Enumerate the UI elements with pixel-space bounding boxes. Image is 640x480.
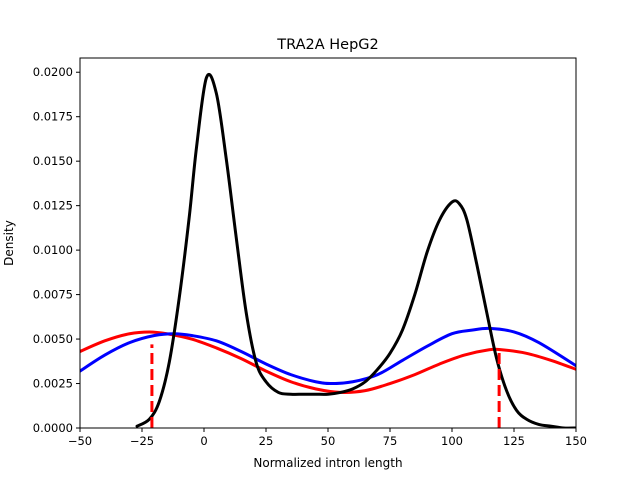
- y-tick-label: 0.0100: [33, 243, 73, 257]
- y-axis-ticks: 0.0000 0.0025 0.0050 0.0075 0.0100 0.0125 0.01…: [33, 65, 80, 435]
- x-tick-label: 50: [321, 434, 336, 448]
- blue-density-line: [80, 326, 576, 386]
- x-tick-label: 100: [441, 434, 463, 448]
- axes-frame: [79, 57, 577, 429]
- black-density-line: [135, 72, 576, 428]
- x-tick-label: 150: [565, 434, 587, 448]
- y-tick-label: 0.0175: [33, 110, 73, 124]
- x-tick-label: 25: [259, 434, 274, 448]
- x-tick-label: −50: [68, 434, 92, 448]
- series-group: [80, 72, 576, 428]
- y-tick-label: 0.0200: [33, 65, 73, 79]
- chart-title: TRA2A HepG2: [276, 37, 379, 53]
- x-tick-label: 125: [503, 434, 525, 448]
- y-tick-label: 0.0000: [33, 421, 73, 435]
- y-tick-label: 0.0150: [33, 154, 73, 168]
- y-axis-label: Density: [2, 220, 16, 266]
- x-axis-label: Normalized intron length: [253, 456, 402, 470]
- x-axis-ticks: −50 −25 0 25 50 75 100 125 150: [68, 428, 587, 448]
- y-tick-label: 0.0025: [33, 377, 73, 391]
- x-tick-label: 0: [200, 434, 207, 448]
- y-tick-label: 0.0050: [33, 332, 73, 346]
- plot-area: [80, 72, 576, 428]
- y-tick-label: 0.0075: [33, 288, 73, 302]
- x-tick-label: −25: [130, 434, 154, 448]
- y-tick-label: 0.0125: [33, 199, 73, 213]
- x-tick-label: 75: [383, 434, 398, 448]
